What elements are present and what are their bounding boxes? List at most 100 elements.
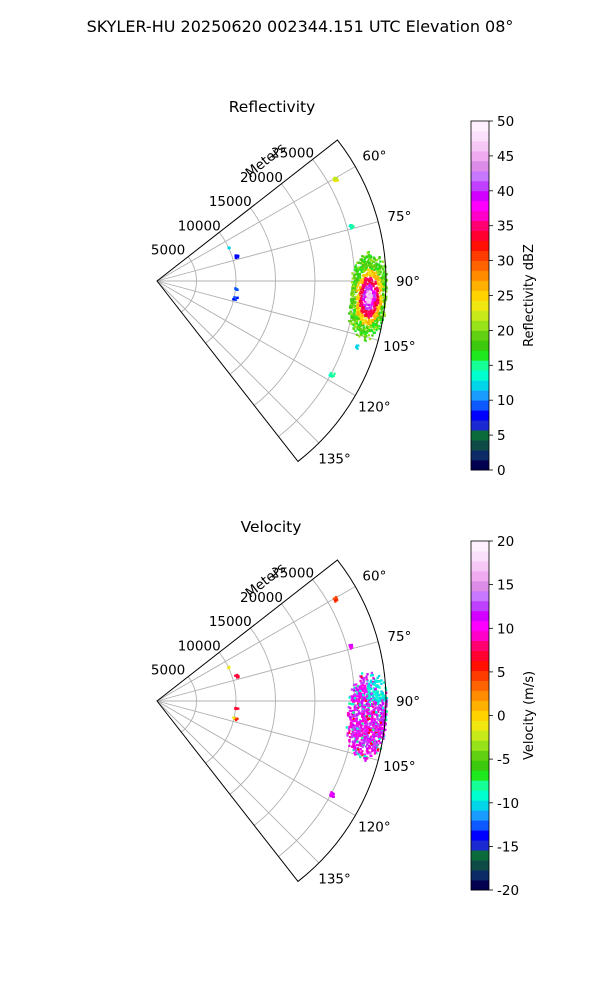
colorbar-tick-label: -5 <box>497 752 510 768</box>
reflectivity-panel-title: Reflectivity <box>229 98 316 116</box>
colorbar-band <box>471 660 489 672</box>
colorbar-tick-label: 0 <box>497 463 506 479</box>
azimuth-tick-label: 75° <box>387 629 411 645</box>
colorbar-band <box>471 230 489 242</box>
colorbar-band <box>471 250 489 261</box>
colorbar-band <box>471 780 489 791</box>
colorbar-band <box>471 820 489 831</box>
colorbar-band <box>471 570 489 582</box>
colorbar-band <box>471 330 489 341</box>
colorbar-tick-label: 35 <box>497 219 514 235</box>
colorbar-band <box>471 280 489 291</box>
azimuth-tick-label: 90° <box>396 274 420 290</box>
colorbar-band <box>471 760 489 771</box>
colorbar-tick-label: 50 <box>497 114 514 130</box>
colorbar-band <box>471 550 489 562</box>
velocity-echoes <box>227 596 389 798</box>
radial-grid-circle <box>181 256 197 313</box>
azimuth-grid-spoke <box>156 700 320 864</box>
colorbar-band <box>471 720 489 731</box>
colorbar-band <box>471 830 489 841</box>
colorbar-band <box>471 870 489 881</box>
radial-tick-label: 15000 <box>209 194 252 210</box>
colorbar-band <box>471 300 489 311</box>
colorbar-band <box>471 410 489 421</box>
azimuth-tick-label: 60° <box>362 149 386 165</box>
colorbar-band <box>471 740 489 751</box>
colorbar-label: Reflectivity dBZ <box>522 244 537 347</box>
colorbar-tick-label: 40 <box>497 184 514 200</box>
colorbar-tick-label: 5 <box>497 428 506 444</box>
colorbar-band <box>471 680 489 691</box>
colorbar-band <box>471 121 489 132</box>
azimuth-grid-spoke <box>156 700 379 761</box>
colorbar-tick-label: 15 <box>497 358 514 374</box>
colorbar-band <box>471 770 489 781</box>
colorbar-band <box>471 160 489 172</box>
colorbar-band <box>471 270 489 281</box>
reflectivity-sector-frame <box>156 139 387 463</box>
colorbar-band <box>471 180 489 192</box>
radial-grid-circle <box>229 207 276 375</box>
colorbar-band <box>471 560 489 572</box>
colorbar-tick-label: 0 <box>497 709 506 725</box>
radial-tick-label: 25000 <box>271 146 314 162</box>
velocity-panel-title: Velocity <box>241 518 302 536</box>
sector-outline <box>156 559 387 883</box>
colorbar-band <box>471 200 489 212</box>
colorbar-band <box>471 350 489 361</box>
colorbar-band <box>471 670 489 681</box>
colorbar-band <box>471 150 489 162</box>
colorbar-band <box>471 310 489 321</box>
azimuth-tick-label: 135° <box>318 452 351 468</box>
azimuth-tick-label: 105° <box>383 339 416 355</box>
radial-tick-label: 20000 <box>240 590 283 606</box>
colorbar-band <box>471 130 489 142</box>
colorbar-band <box>471 380 489 391</box>
colorbar-band <box>471 140 489 152</box>
radial-tick-label: 25000 <box>271 566 314 582</box>
colorbar-tick-label: 20 <box>497 534 514 550</box>
colorbar-tick-label: 10 <box>497 621 514 637</box>
azimuth-grid-spoke <box>156 586 356 702</box>
azimuth-tick-label: 75° <box>387 209 411 225</box>
azimuth-tick-label: 120° <box>358 820 391 836</box>
colorbar-band <box>471 190 489 202</box>
radial-tick-label: 20000 <box>240 170 283 186</box>
colorbar-band <box>471 580 489 592</box>
colorbar-band <box>471 790 489 801</box>
radial-grid-circle <box>278 579 355 857</box>
radial-grid-circle <box>278 159 355 437</box>
colorbar-tick-label: 45 <box>497 149 514 165</box>
colorbar-band <box>471 541 489 552</box>
colorbar-band <box>471 800 489 811</box>
colorbar-label: Velocity (m/s) <box>522 671 537 760</box>
colorbar-band <box>471 620 489 632</box>
reflectivity-panel: Reflectivity 500010000150002000025000Met… <box>151 98 537 479</box>
radial-grid-circle <box>229 627 276 795</box>
radial-grid-circle <box>253 183 316 406</box>
colorbar-band <box>471 840 489 851</box>
colorbar-tick-label: 15 <box>497 578 514 594</box>
colorbar-band <box>471 640 489 652</box>
colorbar-band <box>471 220 489 232</box>
sector-outline <box>156 139 387 463</box>
colorbar-band <box>471 340 489 351</box>
colorbar-band <box>471 600 489 612</box>
colorbar-band <box>471 460 489 471</box>
colorbar-tick-label: 20 <box>497 323 514 339</box>
figure-title: SKYLER-HU 20250620 002344.151 UTC Elevat… <box>87 17 514 36</box>
colorbar-band <box>471 320 489 331</box>
colorbar-band <box>471 360 489 371</box>
colorbar-band <box>471 850 489 861</box>
velocity-colorbar: -20 -15 -10 -5 0 5 10 15 20 Velocity (m/s) <box>470 534 537 899</box>
colorbar-band <box>471 730 489 741</box>
radial-grid-circle <box>253 603 316 826</box>
reflectivity-echoes <box>227 176 389 378</box>
colorbar-band <box>471 210 489 222</box>
radial-tick-label: 10000 <box>178 218 221 234</box>
colorbar-band <box>471 700 489 711</box>
azimuth-grid-spoke <box>156 641 379 702</box>
